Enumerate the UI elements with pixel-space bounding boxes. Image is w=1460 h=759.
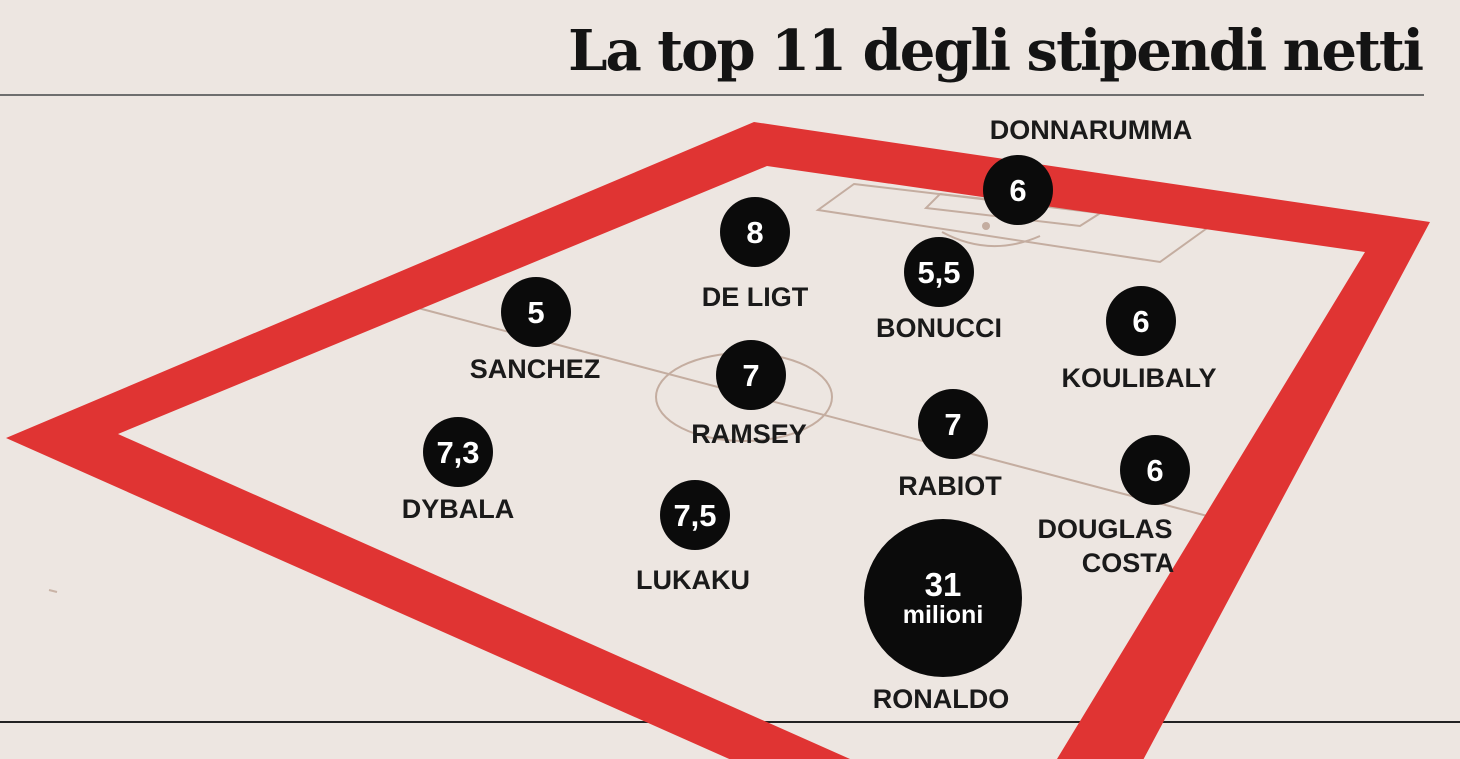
player-name: RABIOT [898,471,1002,501]
player-name: DOUGLAS COSTA [1036,512,1175,580]
salary-value: 6 [1146,452,1164,488]
salary-value: 8 [746,214,764,250]
salary-disc: 6 [1120,435,1190,505]
salary-disc: 6 [983,155,1053,225]
salary-disc: 5 [501,277,571,347]
salary-disc: 6 [1106,286,1176,356]
salary-value: 7 [742,357,760,393]
player-name: RONALDO [872,684,1010,714]
salary-unit: milioni [902,601,984,629]
player-name: KOULIBALY [1061,363,1217,393]
salary-disc: 8 [720,197,790,267]
player-name: BONUCCI [876,313,1002,343]
salary-value: 31 [924,566,962,603]
player-name: DYBALA [401,494,515,524]
salary-value: 7 [944,406,962,442]
player-name-line2: COSTA [1081,548,1175,578]
salary-value: 7,5 [673,497,717,533]
salary-value: 6 [1132,303,1150,339]
salary-value: 6 [1009,172,1027,208]
salary-disc: 5,5 [904,237,974,307]
penalty-arc [941,231,1041,248]
penalty-spot [982,222,990,230]
player-name: RAMSEY [691,419,807,449]
salary-disc-large: 31 milioni [864,519,1022,677]
player-name-line1: DOUGLAS [1037,514,1173,544]
salary-value: 5,5 [917,254,961,290]
salary-disc: 7 [918,389,988,459]
player-name: DE LIGT [701,282,809,312]
player-name: DONNARUMMA [989,115,1193,145]
salary-value: 5 [527,294,545,330]
salary-disc: 7 [716,340,786,410]
salary-disc: 7,3 [423,417,493,487]
stray-mark [48,589,58,593]
player-name: SANCHEZ [469,354,601,384]
salary-disc: 7,5 [660,480,730,550]
salary-value: 7,3 [436,434,480,470]
page-title: La top 11 degli stipendi netti [568,18,1424,84]
player-name: LUKAKU [636,565,750,595]
